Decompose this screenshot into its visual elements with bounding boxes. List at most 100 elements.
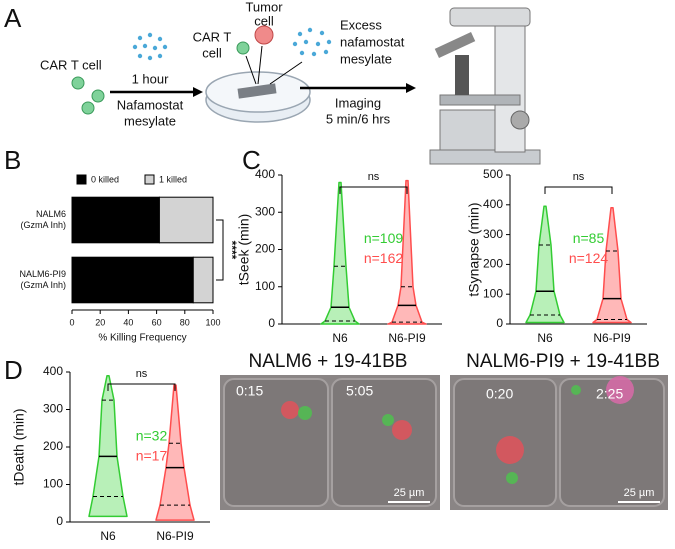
micrograph: NALM6 + 19-41BB 0:15 5:05 25 µm [220, 351, 440, 510]
legend-swatch [76, 174, 87, 185]
y-axis-label: tDeath (min) [11, 408, 27, 485]
x-axis-label: % Killing Frequency [98, 333, 186, 344]
drug-dots [292, 27, 332, 57]
y-axis-label: tSeek (min) [236, 214, 252, 286]
y-tick-label: 300 [483, 227, 503, 241]
scale-label: 25 µm [624, 487, 655, 499]
significance-bracket [107, 383, 176, 391]
cell-icon [81, 101, 95, 115]
micrograph: NALM6-PI9 + 19-41BB 0:20 2:25 25 µm [450, 351, 668, 510]
annotation: ns [573, 171, 585, 183]
pointer [257, 45, 263, 85]
y-tick-label: 200 [255, 242, 275, 256]
label: CAR T [193, 29, 232, 44]
x-tick-label: 100 [205, 317, 220, 327]
y-axis-label: tSynapse (min) [466, 202, 482, 296]
n-label: n=85 [573, 230, 605, 246]
x-tick-label: N6 [100, 529, 116, 543]
n-label: n=109 [364, 230, 404, 246]
timestamp: 0:15 [236, 383, 263, 399]
timestamp: 0:20 [486, 386, 513, 402]
cell [496, 436, 524, 464]
x-tick-label: 20 [95, 317, 105, 327]
cell [382, 414, 394, 426]
n-label: n=17 [136, 448, 168, 464]
bar-segment [71, 256, 194, 304]
y-tick-label: NALM6 [36, 209, 66, 219]
panel-label: A [4, 3, 22, 33]
label: mesylate [340, 51, 392, 66]
label: 5 min/6 hrs [326, 111, 391, 126]
y-tick-label: 300 [43, 402, 63, 416]
microscope [429, 7, 541, 165]
bar-segment [158, 196, 214, 244]
y-tick-label: 0 [496, 316, 503, 330]
label: cell [254, 13, 274, 28]
legend-label: 0 killed [91, 174, 119, 184]
timestamp: 2:25 [596, 386, 623, 402]
bar-segment [192, 256, 214, 304]
y-tick-label: NALM6-PI9 [19, 269, 66, 279]
x-tick-label: N6-PI9 [388, 331, 426, 345]
cell [606, 376, 634, 404]
panel-label: D [4, 355, 23, 385]
significance-bracket [339, 186, 408, 194]
bar-segment [71, 196, 160, 244]
violin [155, 384, 195, 521]
micrograph-title: NALM6-PI9 + 19-41BB [466, 351, 660, 372]
n-label: n=32 [136, 428, 168, 444]
tumor-icon [254, 25, 274, 45]
arrow-head [193, 87, 203, 97]
y-tick-label: 500 [483, 167, 503, 181]
cell-icon [71, 76, 85, 90]
n-label: n=124 [569, 250, 609, 266]
cell [281, 401, 299, 419]
y-tick-label: (GzmA Inh) [20, 220, 66, 230]
slide [237, 83, 277, 99]
label: nafamostat [340, 34, 405, 49]
violin [320, 181, 360, 325]
violin [387, 179, 427, 325]
panel-label: C [242, 145, 261, 175]
label: CAR T cell [40, 57, 102, 72]
cell-icon [236, 41, 250, 55]
panel-label: B [4, 145, 21, 175]
scale-label: 25 µm [394, 487, 425, 499]
label: 1 hour [132, 71, 170, 86]
schematic [71, 7, 541, 165]
violin [88, 375, 128, 518]
y-tick-label: (GzmA Inh) [20, 280, 66, 290]
x-tick-label: N6-PI9 [156, 529, 194, 543]
y-tick-label: 0 [56, 514, 63, 528]
y-tick-label: 300 [255, 204, 275, 218]
y-tick-label: 400 [43, 364, 63, 378]
y-tick-label: 100 [255, 279, 275, 293]
legend-label: 1 killed [159, 174, 187, 184]
arrow-head [406, 83, 416, 93]
x-tick-label: 60 [152, 317, 162, 327]
y-tick-label: 0 [268, 316, 275, 330]
label: cell [202, 45, 222, 60]
y-tick-label: 100 [483, 286, 503, 300]
y-tick-label: 400 [255, 167, 275, 181]
x-tick-label: 40 [123, 317, 133, 327]
timestamp: 5:05 [346, 383, 373, 399]
micrograph-title: NALM6 + 19-41BB [249, 351, 408, 372]
cell-icon [91, 89, 105, 103]
y-tick-label: 400 [483, 197, 503, 211]
pointer [269, 61, 303, 85]
pointer [245, 55, 257, 85]
label: mesylate [124, 113, 176, 128]
label: Nafamostat [117, 97, 184, 112]
x-tick-label: N6 [537, 331, 553, 345]
cell [298, 406, 312, 420]
label: Imaging [335, 95, 381, 110]
label: Tumor [245, 0, 283, 14]
x-tick-label: 80 [180, 317, 190, 327]
annotation: **** [225, 241, 239, 260]
y-tick-label: 100 [43, 477, 63, 491]
cell [392, 420, 412, 440]
violin [592, 207, 632, 324]
annotation: ns [368, 171, 380, 183]
